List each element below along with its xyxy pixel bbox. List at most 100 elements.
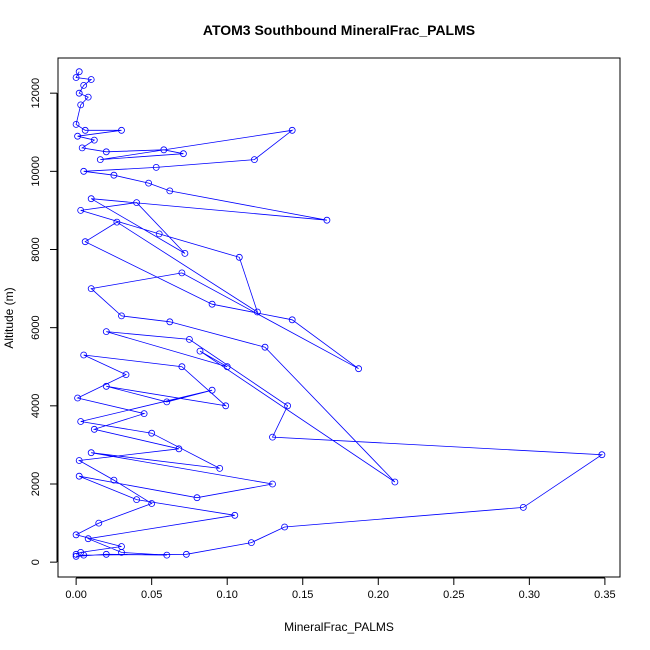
- data-point: [78, 144, 86, 152]
- data-point: [90, 425, 98, 433]
- y-tick-label: 2000: [30, 472, 42, 496]
- data-point: [196, 347, 204, 355]
- data-point: [519, 503, 527, 511]
- y-tick-label: 10000: [30, 156, 42, 187]
- data-point: [323, 216, 331, 224]
- data-point: [72, 531, 80, 539]
- data-point: [87, 195, 95, 203]
- data-point: [160, 146, 168, 154]
- data-point: [182, 550, 190, 558]
- data-point: [281, 523, 289, 531]
- data-point: [77, 418, 85, 425]
- x-tick-label: 0.20: [368, 589, 389, 601]
- data-point: [77, 101, 85, 109]
- data-point: [261, 343, 269, 351]
- data-point: [178, 363, 186, 371]
- data-point: [113, 218, 121, 226]
- data-point: [102, 328, 110, 336]
- data-point: [87, 449, 95, 457]
- data-point: [72, 550, 80, 558]
- data-point: [181, 249, 189, 257]
- data-point: [166, 187, 174, 195]
- data-point: [216, 464, 224, 472]
- data-point: [77, 549, 85, 556]
- data-point: [391, 478, 399, 486]
- x-tick-label: 0.30: [519, 589, 540, 601]
- y-tick-label: 4000: [30, 394, 42, 418]
- data-point: [179, 150, 187, 158]
- data-point: [269, 433, 276, 441]
- data-point: [75, 89, 83, 97]
- data-point: [81, 126, 89, 134]
- data-point: [166, 318, 174, 326]
- data-point: [208, 386, 216, 394]
- x-tick-label: 0.15: [292, 589, 313, 601]
- x-tick-label: 0.10: [216, 589, 237, 601]
- data-point: [77, 206, 85, 214]
- data-point: [96, 156, 104, 164]
- data-point: [118, 126, 125, 134]
- data-point: [90, 136, 98, 144]
- y-axis: 0 2000 4000 6000 8000 10000 12000: [30, 78, 58, 565]
- data-point: [284, 402, 292, 410]
- x-tick-label: 0.00: [65, 589, 86, 601]
- data-point: [355, 365, 363, 373]
- y-tick-label: 6000: [30, 315, 42, 339]
- x-tick-label: 0.25: [443, 589, 464, 601]
- data-point: [193, 494, 201, 502]
- x-axis: 0.00 0.05 0.10 0.15 0.20 0.25 0.30 0.35: [65, 577, 616, 601]
- data-point: [250, 156, 258, 164]
- x-tick-label: 0.05: [141, 589, 162, 601]
- data-point: [122, 371, 130, 379]
- data-point: [74, 394, 81, 402]
- data-point: [80, 351, 88, 359]
- data-point: [133, 199, 141, 207]
- data-point: [95, 519, 103, 527]
- data-point: [247, 539, 255, 546]
- data-point: [152, 163, 160, 171]
- data-point: [155, 230, 163, 238]
- data-point: [110, 171, 118, 179]
- data-point: [185, 335, 193, 343]
- data-point: [110, 476, 118, 484]
- data-point: [102, 382, 110, 390]
- data-point: [223, 363, 231, 371]
- data-point: [235, 253, 243, 261]
- series-group: [72, 68, 606, 560]
- x-axis-label: MineralFrac_PALMS: [284, 620, 394, 634]
- y-axis-label: Altitude (m): [2, 287, 16, 348]
- data-point: [598, 451, 606, 459]
- x-tick-label: 0.35: [594, 589, 615, 601]
- data-point: [253, 308, 261, 316]
- data-point: [81, 238, 89, 246]
- data-point: [148, 429, 156, 437]
- data-point: [222, 402, 230, 410]
- data-point: [269, 480, 276, 488]
- series-line: [74, 71, 604, 557]
- data-point: [231, 511, 239, 519]
- data-point: [72, 74, 80, 81]
- data-point: [208, 300, 216, 308]
- data-point: [72, 121, 80, 128]
- data-point: [75, 472, 83, 480]
- data-point: [175, 445, 183, 453]
- data-point: [102, 550, 110, 558]
- data-point: [84, 535, 92, 543]
- data-point: [163, 398, 171, 406]
- plot-frame: [57, 57, 621, 578]
- data-point: [87, 285, 95, 293]
- y-tick-label: 8000: [30, 237, 42, 261]
- data-point: [163, 551, 171, 559]
- data-point: [80, 167, 88, 175]
- data-point: [118, 312, 125, 320]
- data-point: [84, 93, 92, 101]
- data-point: [118, 543, 125, 550]
- data-point: [148, 500, 156, 507]
- y-tick-label: 0: [30, 559, 42, 565]
- data-point: [145, 179, 153, 187]
- data-point: [288, 126, 296, 134]
- data-point: [288, 316, 296, 324]
- data-point: [140, 410, 148, 418]
- data-point: [75, 68, 83, 76]
